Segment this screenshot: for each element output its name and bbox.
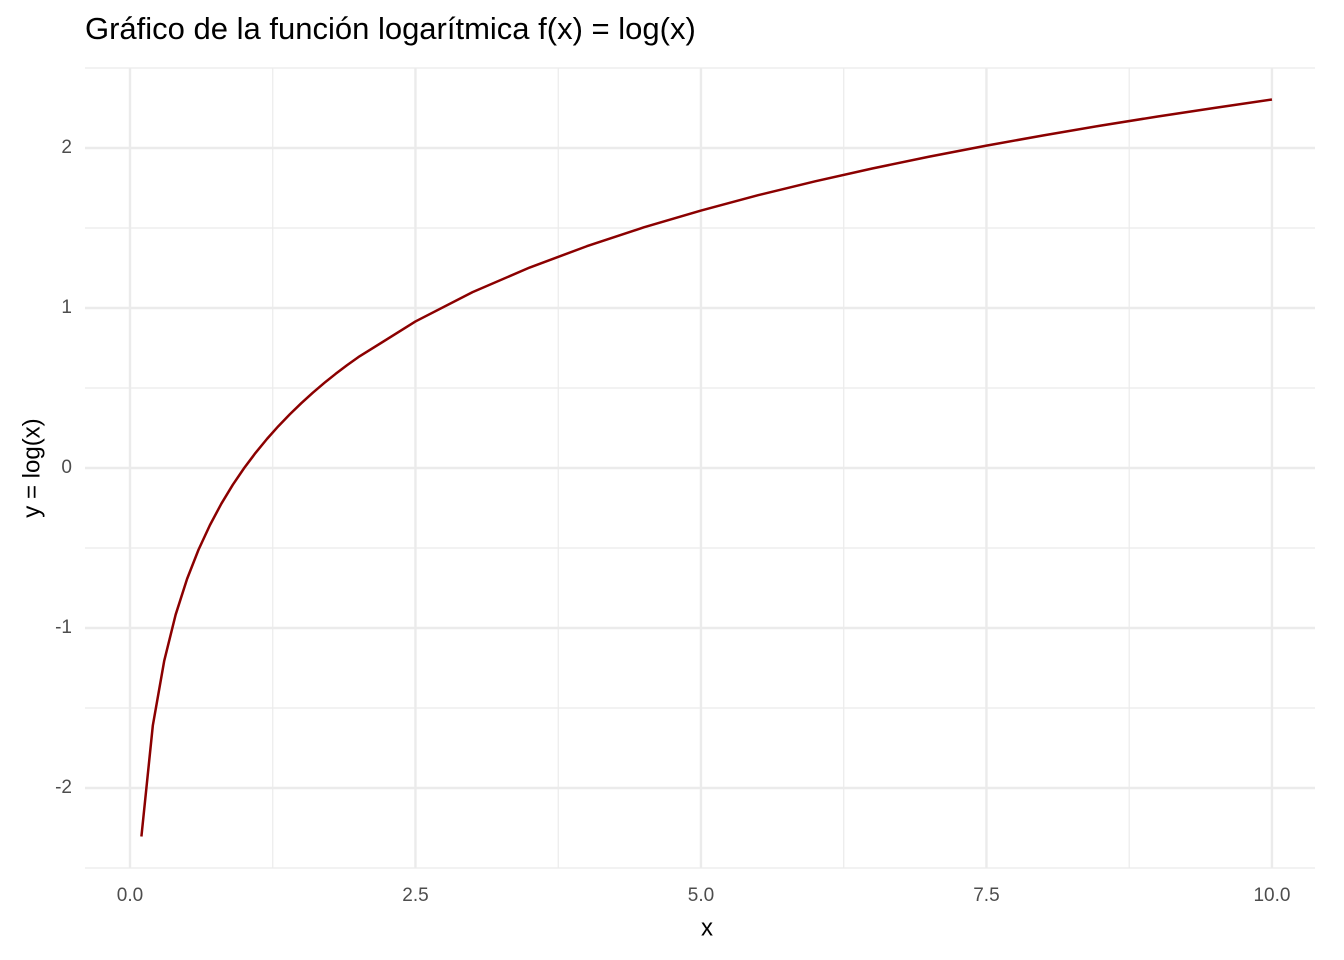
chart-title: Gráfico de la función logarítmica f(x) =… (85, 11, 696, 46)
y-tick-label: 1 (61, 297, 72, 318)
y-tick-label: 2 (61, 137, 72, 158)
y-tick-label: -1 (55, 617, 72, 638)
x-axis-label: x (701, 914, 713, 941)
x-tick-label: 0.0 (117, 885, 143, 906)
y-tick-label: 0 (61, 457, 72, 478)
x-tick-label: 10.0 (1253, 885, 1290, 906)
line (140, 98, 1273, 837)
y-tick-label: -2 (55, 777, 72, 798)
x-tick-label: 5.0 (688, 885, 714, 906)
y-axis-label: y = log(x) (18, 418, 45, 517)
x-tick-label: 2.5 (402, 885, 428, 906)
x-tick-label: 7.5 (973, 885, 999, 906)
